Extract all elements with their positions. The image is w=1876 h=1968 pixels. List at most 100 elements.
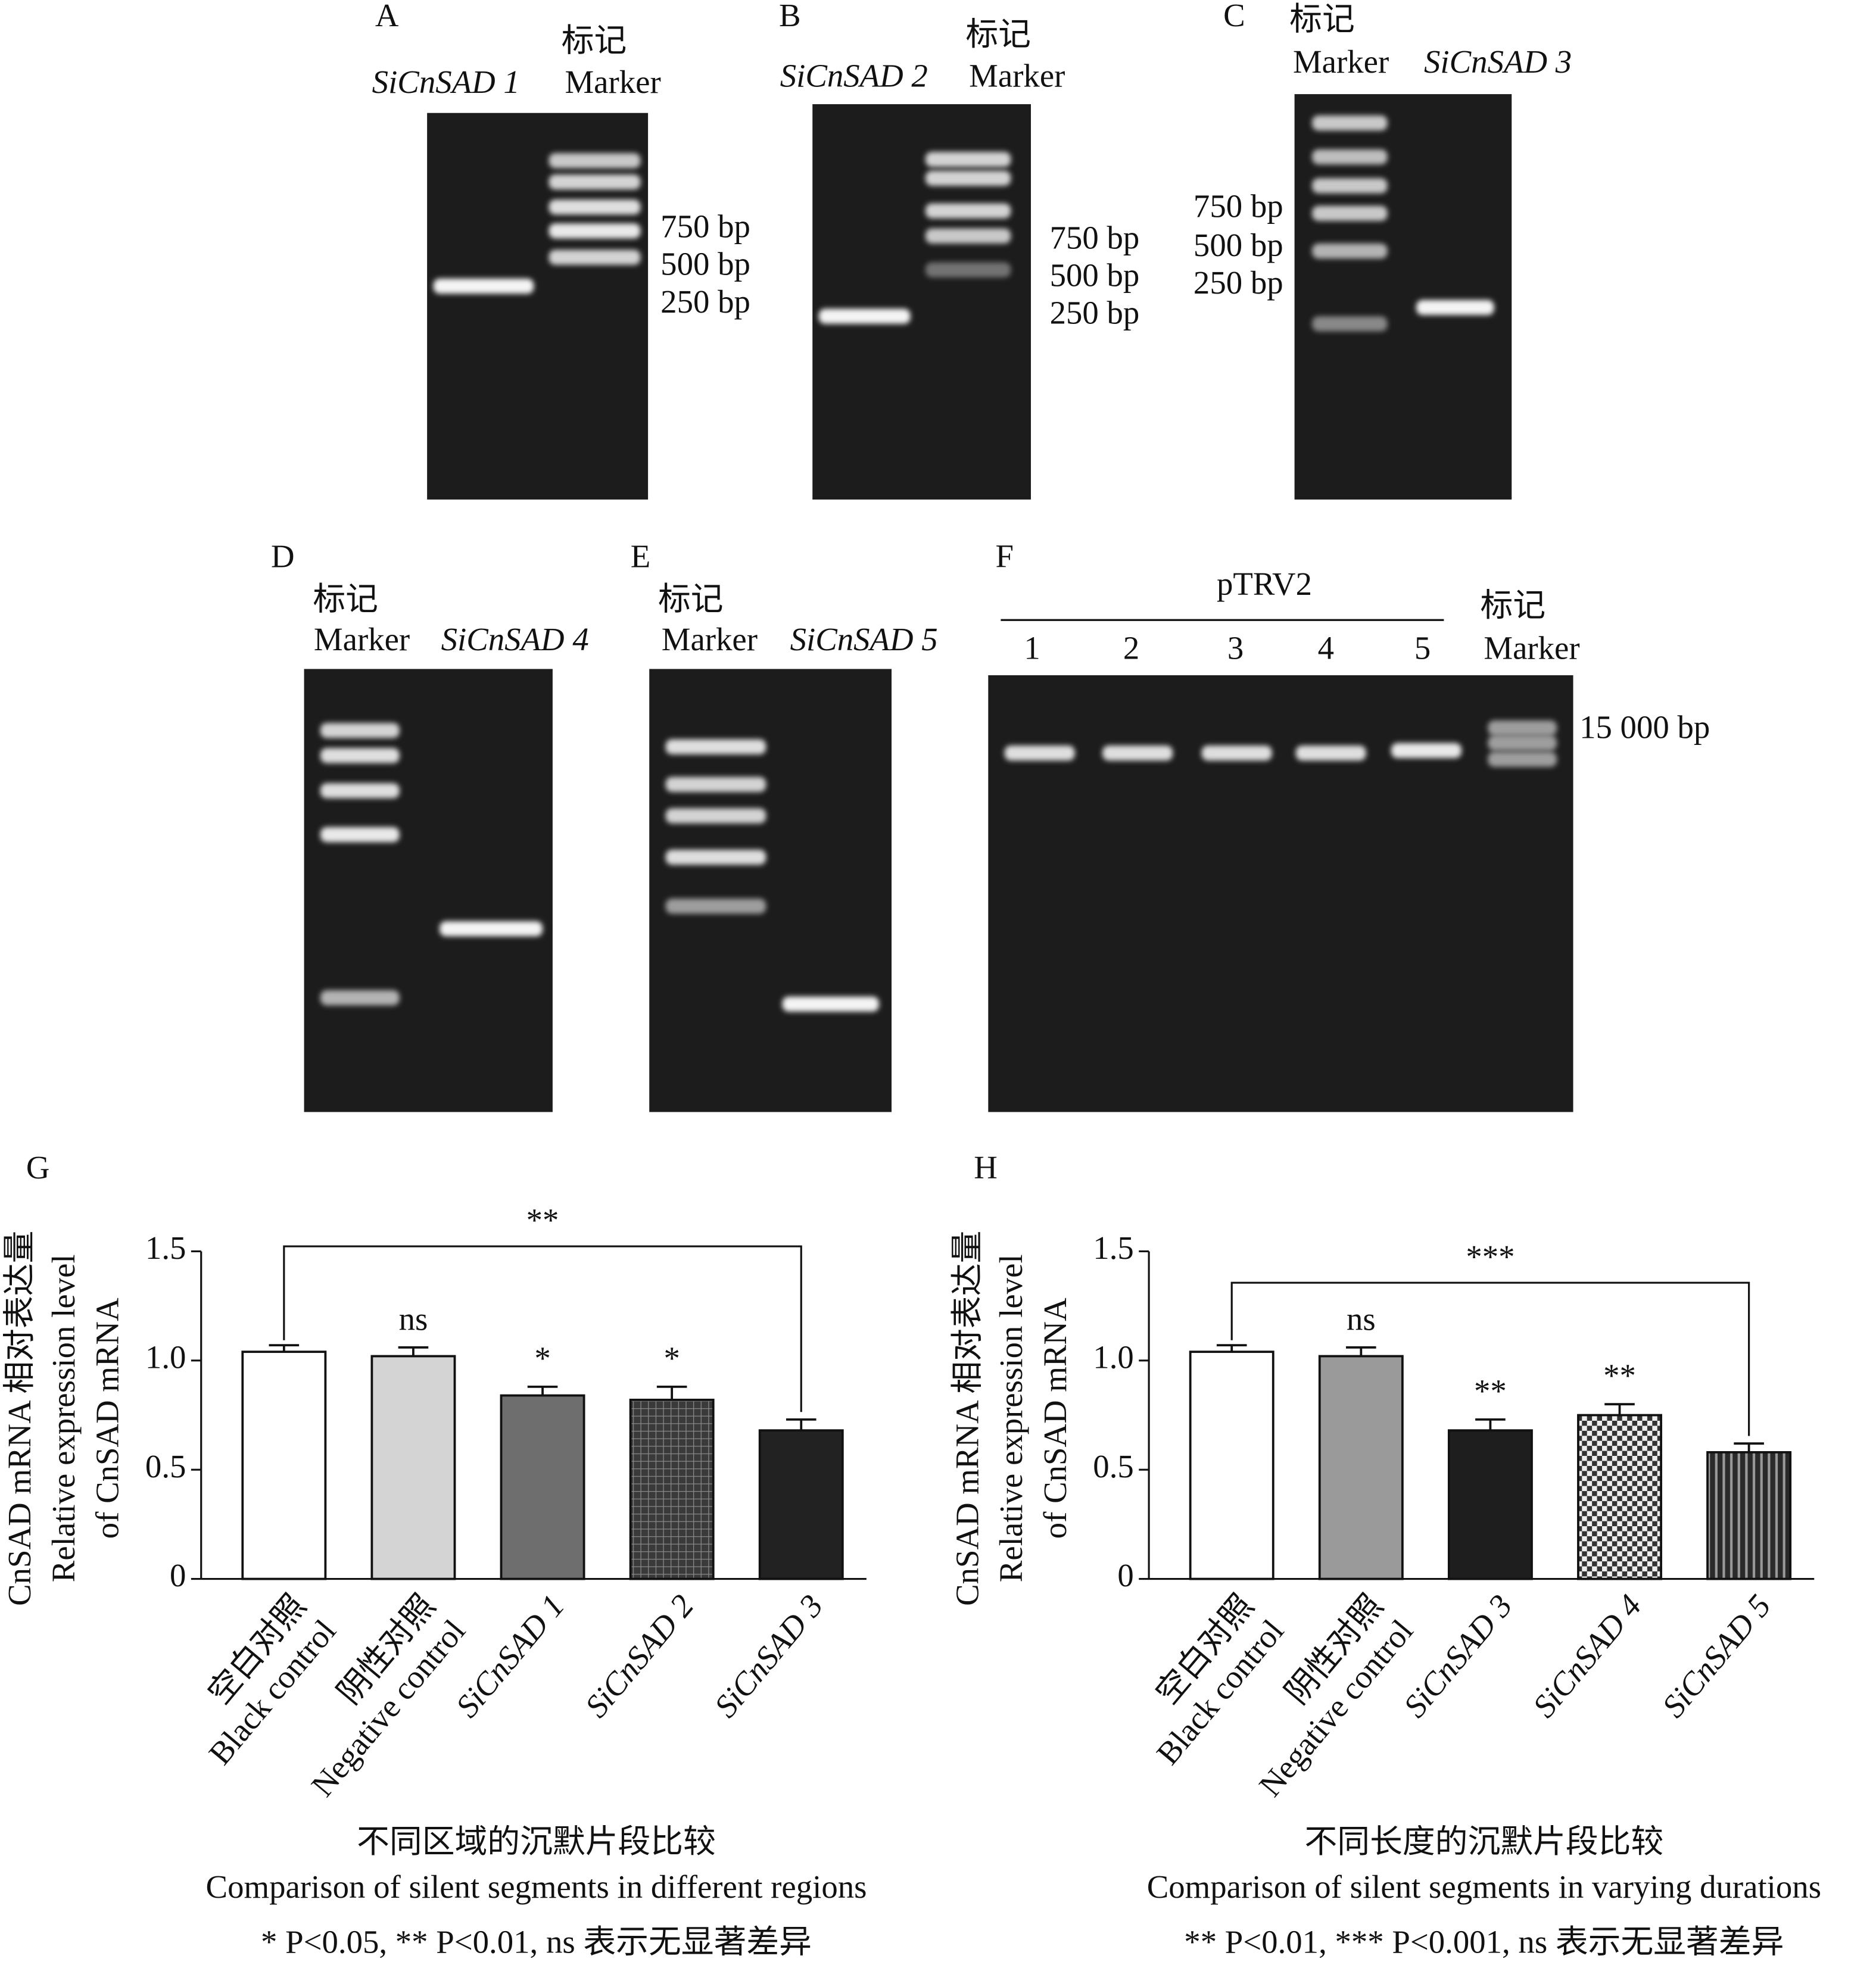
marker-cn-label: 标记 — [1289, 1, 1355, 38]
lane-label: SiCnSAD 5 — [790, 621, 938, 657]
y-axis-label: CnSAD mRNA 相对表达量 — [949, 1231, 985, 1606]
gel-band — [440, 921, 543, 937]
gel-band — [925, 262, 1011, 277]
size-label: 500 bp — [1050, 257, 1140, 294]
bar — [629, 1398, 715, 1580]
lane-label: 1 — [1024, 630, 1040, 666]
gel-band — [665, 899, 766, 914]
panel-label: A — [375, 0, 399, 33]
error-bar — [269, 1344, 300, 1352]
x-tick-label: SiCnSAD 3 — [1397, 1588, 1519, 1724]
bar — [1189, 1351, 1274, 1580]
gel — [812, 104, 1031, 500]
y-tick-label: 1.0 — [145, 1339, 186, 1375]
gel-band — [549, 153, 641, 169]
bracket — [1230, 1281, 1750, 1436]
y-tick-label: 0.5 — [1093, 1448, 1134, 1484]
size-label: 500 bp — [1193, 227, 1283, 263]
panel-label: C — [1223, 0, 1245, 33]
lane-label: Marker — [565, 64, 660, 100]
size-label: 500 bp — [660, 246, 750, 282]
significance-label: * — [663, 1340, 680, 1376]
gel-band — [1488, 751, 1557, 767]
gel-band — [1312, 115, 1388, 131]
marker-cn-label: 标记 — [313, 581, 378, 617]
gel-band — [1312, 316, 1388, 332]
significance-label: ** — [1603, 1358, 1636, 1394]
lane-label: 4 — [1318, 630, 1334, 666]
gel-band — [549, 174, 641, 190]
footnote: ** P<0.01, *** P<0.001, ns 表示无显著差异 — [1184, 1924, 1784, 1960]
gel-band — [320, 783, 400, 799]
gel-band — [1391, 743, 1461, 759]
error-bar — [1734, 1442, 1764, 1452]
lane-label: SiCnSAD 3 — [1424, 43, 1572, 80]
lane-label: SiCnSAD 1 — [372, 64, 520, 100]
size-label: 250 bp — [1050, 295, 1140, 331]
panel-label: E — [631, 538, 650, 575]
gel-band — [665, 739, 766, 754]
bar — [500, 1394, 585, 1580]
significance-label: ** — [1474, 1373, 1507, 1409]
gel-band — [549, 199, 641, 215]
y-tick-label: 0 — [1117, 1557, 1133, 1593]
size-label: 750 bp — [660, 208, 750, 244]
gel-band — [925, 170, 1011, 186]
gel — [649, 669, 892, 1112]
marker-cn-label: 标记 — [658, 581, 724, 617]
lane-label: 2 — [1123, 630, 1139, 666]
error-bar — [656, 1385, 687, 1400]
gel-band — [320, 827, 400, 843]
significance-label: ns — [1347, 1300, 1376, 1337]
gel-band — [665, 776, 766, 793]
gel-band — [549, 223, 641, 239]
y-tick-label: 1.0 — [1093, 1339, 1134, 1375]
significance-label: ns — [399, 1300, 428, 1337]
x-tick-label: SiCnSAD 5 — [1655, 1588, 1778, 1724]
bar — [241, 1351, 327, 1580]
gel-band — [1488, 735, 1557, 751]
gel-band — [665, 849, 766, 865]
lane-label: Marker — [662, 621, 758, 657]
bracket — [283, 1245, 802, 1412]
gel — [304, 669, 553, 1112]
gel-band — [925, 228, 1011, 244]
lane-label: 3 — [1227, 630, 1244, 666]
gel-band — [925, 152, 1011, 167]
footnote: * P<0.05, ** P<0.01, ns 表示无显著差异 — [261, 1924, 812, 1960]
gel-band — [925, 203, 1011, 219]
x-tick-label: SiCnSAD 1 — [448, 1588, 571, 1724]
x-tick-label: SiCnSAD 2 — [578, 1588, 700, 1724]
gel-band — [1295, 746, 1366, 761]
y-tick-label: 1.5 — [1093, 1230, 1134, 1266]
x-axis-label: 不同区域的沉默片段比较 — [357, 1823, 716, 1860]
panel-label: G — [26, 1149, 50, 1186]
y-axis-label: of CnSAD mRNA — [89, 1298, 126, 1539]
error-bar — [786, 1418, 817, 1431]
y-tick-label: 1.5 — [145, 1230, 186, 1266]
bracket-label: *** — [1466, 1239, 1514, 1275]
error-bar — [1216, 1344, 1247, 1352]
marker-cn-label: 标记 — [562, 22, 627, 58]
error-bar — [527, 1385, 558, 1396]
x-tick-label: SiCnSAD 4 — [1526, 1588, 1648, 1724]
lane-label: SiCnSAD 2 — [780, 57, 928, 93]
panel-label: D — [271, 538, 295, 575]
y-tick-label: 0.5 — [145, 1448, 186, 1484]
y-tick-label: 0 — [170, 1557, 186, 1593]
lane-label: Marker — [969, 57, 1065, 93]
bar — [1318, 1355, 1404, 1580]
lane-label: SiCnSAD 4 — [441, 621, 589, 657]
gel-band — [549, 249, 641, 265]
size-label: 750 bp — [1050, 219, 1140, 255]
y-axis-label: of CnSAD mRNA — [1037, 1298, 1073, 1539]
panel-label: F — [995, 538, 1013, 575]
gel-band — [1312, 149, 1388, 165]
gel-band — [320, 723, 400, 738]
lane-label: Marker — [1293, 43, 1389, 80]
gel-band — [1312, 178, 1388, 194]
gel — [427, 113, 649, 500]
y-axis-label: CnSAD mRNA 相对表达量 — [1, 1231, 38, 1606]
